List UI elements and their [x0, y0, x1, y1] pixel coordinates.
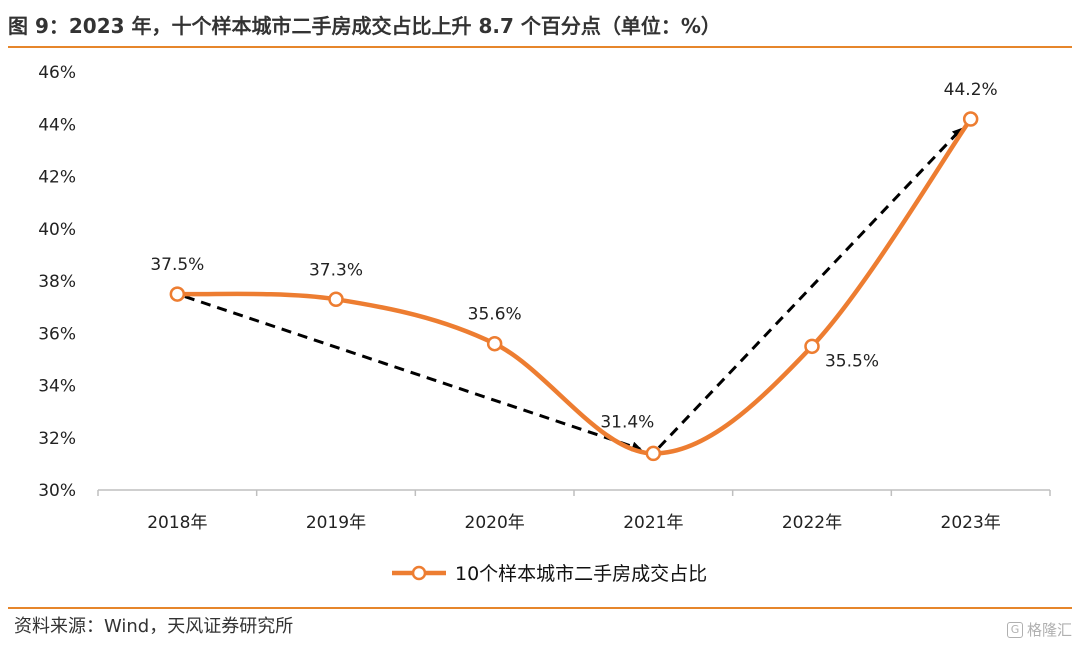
axes	[97, 489, 1051, 496]
title-divider	[8, 46, 1072, 48]
data-label: 35.5%	[825, 351, 879, 371]
watermark: G 格隆汇	[1006, 619, 1072, 640]
chart-title: 图 9：2023 年，十个样本城市二手房成交占比上升 8.7 个百分点（单位：%…	[8, 14, 721, 38]
data-label: 37.3%	[309, 260, 363, 280]
data-point	[645, 445, 662, 462]
legend-marker	[411, 565, 427, 581]
source-divider	[8, 607, 1072, 609]
y-tick-label: 42%	[38, 168, 76, 188]
dashed-trend-arrow	[657, 127, 963, 449]
x-tick-label: 2022年	[782, 513, 842, 533]
y-tick-label: 30%	[38, 481, 76, 501]
data-point	[804, 338, 820, 355]
data-point	[486, 335, 503, 352]
data-point	[328, 291, 344, 308]
y-tick-label: 44%	[38, 115, 76, 135]
data-point	[962, 111, 979, 127]
legend: 10个样本城市二手房成交占比	[392, 563, 707, 585]
series-line	[175, 116, 973, 456]
data-label: 31.4%	[600, 412, 654, 432]
y-tick-label: 34%	[38, 377, 76, 397]
y-tick-label: 40%	[38, 220, 76, 240]
y-tick-label: 36%	[38, 324, 76, 344]
line-chart: 30%32%34%36%38%40%42%44%46% 2018年 2019年 20…	[38, 63, 1051, 585]
x-tick-label: 2021年	[623, 513, 683, 533]
data-label: 35.6%	[468, 305, 522, 325]
y-tick-label: 32%	[38, 429, 76, 449]
x-tick-label: 2020年	[465, 513, 525, 533]
dashed-trend-arrow	[184, 295, 642, 452]
data-labels: 37.5% 37.3% 35.6% 31.4% 35.5% 44.2%	[150, 80, 997, 432]
x-tick-label: 2018年	[147, 513, 207, 533]
series-points	[169, 111, 979, 462]
trend-arrows	[184, 127, 963, 452]
y-tick-label: 46%	[38, 63, 76, 83]
x-tick-label: 2019年	[306, 513, 366, 533]
series-path	[175, 116, 973, 456]
legend-label: 10个样本城市二手房成交占比	[455, 563, 707, 585]
x-tick-label: 2023年	[941, 513, 1001, 533]
x-axis-ticks: 2018年 2019年 2020年 2021年 2022年 2023年	[147, 513, 1001, 533]
y-axis-ticks: 30% 32% 34% 36% 38% 40% 42% 44% 46%	[38, 63, 76, 501]
source-note: 资料来源：Wind，天风证券研究所	[14, 616, 294, 637]
y-tick-label: 38%	[38, 272, 76, 292]
data-point	[169, 286, 186, 302]
watermark-logo-icon: G	[1006, 621, 1023, 638]
data-label: 44.2%	[944, 80, 998, 100]
data-label: 37.5%	[150, 255, 204, 275]
watermark-text: 格隆汇	[1026, 621, 1072, 639]
